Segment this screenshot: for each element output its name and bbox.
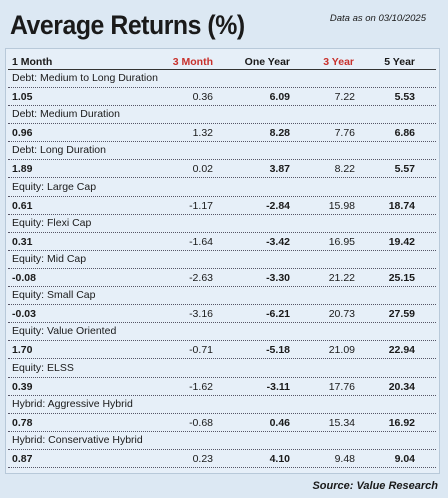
row-label: Equity: Small Cap [12,289,96,302]
table-panel [5,48,440,474]
row-label: Debt: Medium Duration [12,108,120,121]
dotted-rule [8,412,436,414]
dotted-rule [8,141,436,143]
cell-value: 5.57 [394,163,415,176]
dotted-rule [8,376,436,378]
cell-value: 0.23 [192,453,213,465]
cell-value: 0.96 [12,127,33,140]
cell-value: 7.22 [334,91,355,103]
title: Average Returns (%) [10,10,245,40]
cell-value: 4.10 [269,453,290,465]
cell-value: 0.02 [192,163,213,176]
row-label: Equity: ELSS [12,361,74,374]
cell-value: -5.18 [266,344,290,357]
dotted-rule [8,249,436,251]
column-header: 5 Year [384,56,415,68]
cell-value: -0.08 [12,272,36,284]
cell-value: 3.87 [269,163,290,176]
cell-value: 0.87 [12,453,33,465]
cell-value: -3.42 [266,235,290,248]
dotted-rule [8,177,436,179]
dotted-rule [8,195,436,197]
cell-value: -1.64 [189,235,213,248]
row-label: Equity: Value Oriented [12,325,117,338]
cell-value: 0.61 [12,199,33,212]
dotted-rule [8,322,436,324]
cell-value: -0.68 [189,416,213,429]
cell-value: -1.17 [189,199,213,212]
header-rule [8,69,436,70]
dotted-rule [8,159,436,161]
cell-value: 1.32 [192,127,213,140]
dotted-rule [8,213,436,215]
cell-value: 0.31 [12,235,33,248]
column-header: 1 Month [12,56,53,68]
cell-value: 21.22 [328,272,355,284]
cell-value: -0.03 [12,308,36,321]
column-header: 3 Month [172,56,213,68]
cell-value: -3.16 [189,308,213,321]
cell-value: 1.89 [12,163,33,176]
column-header: One Year [244,56,290,68]
cell-value: 6.09 [269,91,290,103]
dotted-rule [8,358,436,360]
cell-value: -3.30 [266,272,290,284]
cell-value: 17.76 [328,380,355,393]
cell-value: 8.28 [269,127,290,140]
dotted-rule [8,286,436,287]
cell-value: 9.48 [334,453,355,465]
row-label: Equity: Flexi Cap [12,216,92,229]
cell-value: 15.98 [328,199,355,212]
cell-value: 16.92 [388,416,415,429]
cell-value: 21.09 [328,344,355,357]
dotted-rule [8,467,436,468]
cell-value: -6.21 [266,308,290,321]
cell-value: -1.62 [189,380,213,393]
cell-value: 8.22 [334,163,355,176]
dotted-rule [8,304,436,306]
cell-value: 20.34 [388,380,415,393]
cell-value: 6.86 [394,127,415,140]
cell-value: 0.78 [12,416,33,429]
cell-value: 1.70 [12,344,33,357]
cell-value: 0.46 [269,416,290,429]
dotted-rule [8,87,436,88]
cell-value: 1.05 [12,91,33,103]
column-header: 3 Year [323,56,354,68]
cell-value: 0.39 [12,380,33,393]
row-label: Equity: Mid Cap [12,253,87,265]
cell-value: 7.76 [334,127,355,140]
cell-value: -0.71 [189,344,213,357]
cell-value: -3.11 [266,380,290,393]
note: Data as on 03/10/2025 [329,13,426,24]
cell-value: 22.94 [388,344,415,357]
cell-value: 19.42 [388,235,415,248]
row-label: Debt: Medium to Long Duration [12,72,158,84]
dotted-rule [8,123,436,125]
cell-value: 0.36 [192,91,213,103]
row-label: Hybrid: Aggressive Hybrid [12,397,133,410]
row-label: Debt: Long Duration [12,144,106,157]
row-label: Equity: Large Cap [12,180,97,193]
dotted-rule [8,340,436,342]
dotted-rule [8,394,436,396]
dotted-rule [8,231,436,233]
dotted-rule [8,268,436,269]
row-label: Hybrid: Conservative Hybrid [12,434,143,446]
cell-value: 27.59 [388,308,415,321]
dotted-rule [8,449,436,450]
cell-value: 5.53 [394,91,415,103]
cell-value: 20.73 [328,308,355,321]
cell-value: -2.63 [189,272,213,284]
dotted-rule [8,430,436,432]
cell-value: 9.04 [394,453,415,465]
cell-value: -2.84 [266,199,290,212]
dotted-rule [8,105,436,106]
cell-value: 25.15 [388,272,415,284]
cell-value: 18.74 [388,199,415,212]
source: Source: Value Research [312,480,438,492]
cell-value: 15.34 [328,416,355,429]
cell-value: 16.95 [328,235,355,248]
